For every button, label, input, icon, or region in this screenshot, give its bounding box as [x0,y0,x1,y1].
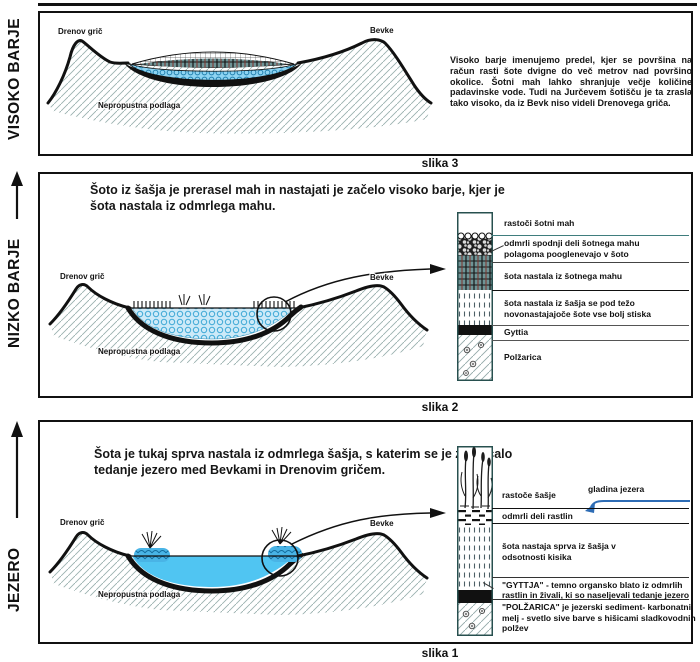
layer-label: šota nastala iz šotnega mahu [504,271,623,281]
cross-section-fen: Drenov grič Bevke Nepropustna podlaga [48,264,446,367]
layer-dead-moss [457,235,493,255]
reed-plants-icon [460,452,493,510]
leader-line [492,577,689,579]
layer-label: "POLŽARICA" je jezerski sediment- karbon… [502,602,696,633]
leader-line [492,262,689,264]
lake-description: Šota je tukaj sprva nastala iz odmrlega … [94,447,513,477]
ground-hatch [50,284,427,367]
stratigraphic-column [457,446,493,636]
magnifier-circle-icon [261,539,299,577]
cattail-head-icon [464,446,491,467]
peat-plaid-band [138,58,288,68]
leader-line [492,290,689,292]
lake-water [132,556,292,587]
up-arrow-icon [11,171,23,219]
left-hill-label: Drenov grič [60,518,105,527]
layer-label: rastoče šašje [502,490,556,500]
top-border-line [38,3,697,6]
leader-line [492,235,689,237]
pointer-arrow-icon [284,268,431,303]
left-hill-label: Drenov grič [58,27,103,36]
layer-sedge-peat [457,525,493,590]
leader-line [492,599,689,601]
substrate-label: Nepropustna podlaga [98,590,181,599]
pointer-arrowhead [430,264,446,274]
panel-slika-2: Drenov grič Bevke Nepropustna podlaga Šo… [38,172,693,398]
layer-dead-plants [457,510,493,525]
shell-icon [462,607,486,630]
pointer-arrow-icon [291,512,431,545]
terrain-outline [46,39,130,105]
lake-peat-water [131,307,293,340]
sedge-patch [268,546,302,562]
pointer-arrowhead [430,508,446,518]
terrain-outline [48,283,132,326]
panel-slika-1: Drenov grič Bevke Nepropustna podlaga Šo… [38,420,696,644]
cross-section-lake: Drenov grič Bevke Nepropustna podlaga [48,508,446,615]
gyttja-lens [124,63,302,87]
sedge-patch [134,548,170,562]
up-arrow-icon [11,421,23,518]
sedge-ticks [253,301,295,309]
terrain-outline [296,532,429,580]
layer-gyttja [457,325,493,335]
figure-caption: slika 2 [421,400,459,414]
leader-line [492,340,689,342]
layer-moss-peat [457,255,493,290]
sedge-ticks [132,301,172,309]
layer-label: šota nastaja sprva iz šašja v odsotnosti… [502,541,616,562]
stage-label-nizko-barje: NIZKO BARJE [6,238,23,348]
shell-icon [463,341,485,376]
figure-caption: slika 3 [421,156,459,170]
substrate-label: Nepropustna podlaga [98,347,181,356]
stage-label-visoko-barje: VISOKO BARJE [6,18,23,140]
water-level-line [492,508,689,510]
water-level-label: gladina jezera [588,484,645,494]
layer-label: Gyttia [504,327,529,337]
stratigraphic-column [457,212,493,381]
layer-label: šota nastala iz šašja se pod težo novona… [504,298,651,319]
layer-label: odmrli deli rastlin [502,511,573,521]
moss-chain-row [457,232,493,240]
right-hill-label: Bevke [370,26,394,35]
fen-description: Šoto iz šašja je prerasel mah in nastaja… [90,183,505,213]
grass-tuft-icon [178,294,211,306]
left-hill-label: Drenov grič [60,272,105,281]
figure-caption: slika 1 [421,646,459,660]
ground-hatch [50,532,427,615]
leader-line [492,325,689,327]
layer-label: Polžarica [504,352,542,362]
layer-gyttja [457,590,493,603]
layer-label: rastoči šotni mah [504,218,575,228]
layer-label: "GYTTJA" - temno organsko blato iz odmrl… [502,579,690,601]
terrain-outline [296,38,433,105]
layer-polzarica [457,335,493,381]
leader-line [492,523,689,525]
right-hill-label: Bevke [370,273,394,282]
right-hill-label: Bevke [370,519,394,528]
layer-label: odmrli spodnji deli šotnega mahu polagom… [504,238,640,259]
layer-polzarica [457,603,493,636]
magnifier-circle-icon [256,296,292,332]
panel-slika-3: Drenov grič Bevke Nepropustna podlaga Vi… [38,11,693,156]
layer-sedge-peat [457,290,493,325]
terrain-outline [48,531,132,574]
basin-liner [125,304,304,346]
raised-bog-paragraph: Visoko barje imenujemo predel, kjer se p… [450,55,692,109]
stage-label-jezero: JEZERO [6,547,23,612]
terrain-outline [296,284,429,332]
substrate-label: Nepropustna podlaga [98,101,181,110]
cross-section-raised-bog: Drenov grič Bevke Nepropustna podlaga [46,25,433,134]
grass-tuft-icon [141,526,292,549]
